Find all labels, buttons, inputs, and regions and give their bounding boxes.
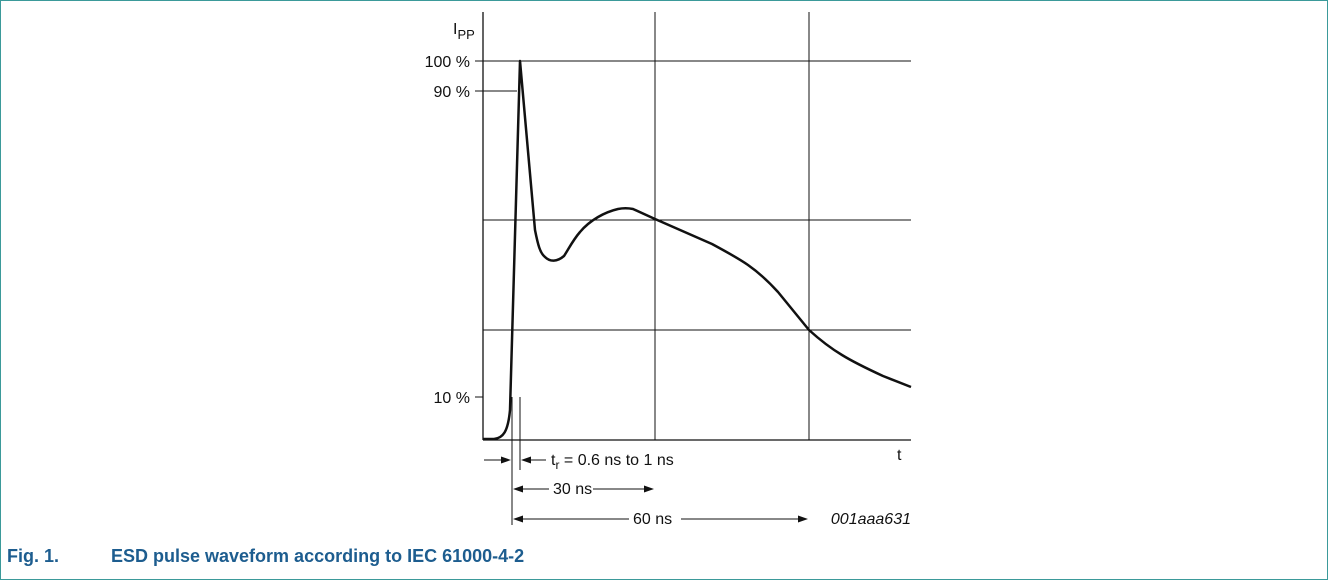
rise-time-arrowhead-right bbox=[521, 456, 531, 464]
interval-30-arrowhead-right bbox=[644, 485, 654, 493]
interval-60-label: 60 ns bbox=[633, 511, 672, 528]
y-axis-label: IPP bbox=[453, 21, 475, 42]
interval-60-arrowhead-right bbox=[798, 515, 808, 523]
interval-60-arrowhead-left bbox=[513, 515, 523, 523]
rise-time-label: tr = 0.6 ns to 1 ns bbox=[551, 452, 674, 472]
caption-text: ESD pulse waveform according to IEC 6100… bbox=[111, 546, 525, 566]
esd-waveform-diagram: IPP 100 % 90 % 10 % t tr = 0.6 ns to 1 n… bbox=[425, 12, 912, 528]
y-tick-label-90: 90 % bbox=[434, 84, 470, 101]
x-axis-label: t bbox=[897, 447, 902, 464]
figure-caption: Fig. 1. ESD pulse waveform according to I… bbox=[7, 546, 524, 567]
interval-30-label: 30 ns bbox=[553, 481, 592, 498]
figure-id: 001aaa631 bbox=[831, 511, 911, 528]
interval-30-arrowhead-left bbox=[513, 485, 523, 493]
caption-number: Fig. 1. bbox=[7, 546, 60, 566]
rise-time-arrowhead-left bbox=[501, 456, 511, 464]
y-tick-label-100: 100 % bbox=[425, 54, 470, 71]
y-tick-label-10: 10 % bbox=[434, 390, 470, 407]
esd-pulse-curve bbox=[483, 59, 912, 441]
